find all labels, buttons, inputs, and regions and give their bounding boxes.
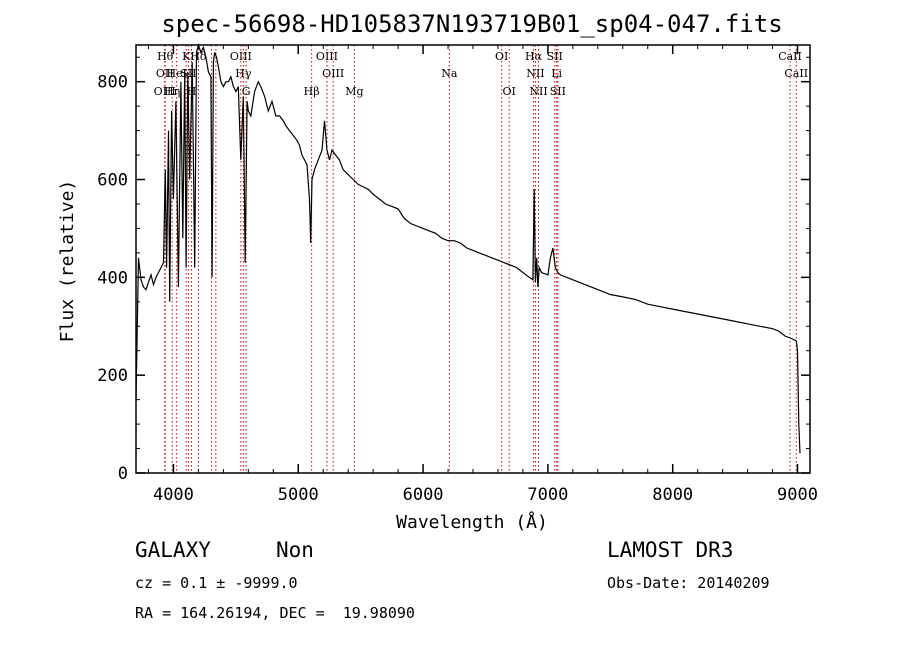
line-label-4-0: K xyxy=(182,50,191,63)
x-tick-label-4000: 4000 xyxy=(153,485,194,505)
redshift-readout: cz = 0.1 ± -9999.0 xyxy=(135,574,298,592)
line-label-15-0: OIII xyxy=(322,67,344,80)
line-label-24-0: Li xyxy=(551,67,562,80)
x-tick-label-5000: 5000 xyxy=(278,485,319,505)
line-label-11-0: Hγ xyxy=(235,67,252,80)
line-label-25-0: SII xyxy=(550,85,566,98)
y-tick-label-0: 0 xyxy=(118,464,128,484)
y-tick-label-200: 200 xyxy=(97,366,128,386)
line-label-19-0: OI xyxy=(503,85,516,98)
y-tick-label-800: 800 xyxy=(97,73,128,93)
observation-date: Obs-Date: 20140209 xyxy=(607,574,770,592)
line-label-17-0: Na xyxy=(441,67,458,80)
line-label-22-0: NII xyxy=(529,85,547,98)
object-subclass: Non xyxy=(276,538,314,562)
x-tick-label-8000: 8000 xyxy=(652,485,693,505)
x-tick-label-9000: 9000 xyxy=(777,485,818,505)
emission-line-markers xyxy=(164,45,797,473)
line-label-27-0: CaII xyxy=(784,67,808,80)
line-label-16-0: Mg xyxy=(345,85,363,98)
y-tick-label-400: 400 xyxy=(97,268,128,288)
chart-title: spec-56698-HD105837N193719B01_sp04-047.f… xyxy=(161,10,782,38)
line-label-13-0: Hβ xyxy=(304,85,320,98)
spectrum-line xyxy=(135,42,801,454)
line-label-10-0: OIII xyxy=(230,50,252,63)
line-label-23-0: SII xyxy=(547,50,563,63)
plot-frame xyxy=(135,44,811,474)
x-axis-label: Wavelength (Å) xyxy=(396,511,548,533)
y-axis-label: Flux (relative) xyxy=(57,180,78,343)
survey-name: LAMOST DR3 xyxy=(607,538,734,562)
x-tick-label-6000: 6000 xyxy=(403,485,444,505)
line-label-7-0: Hδ xyxy=(190,50,207,63)
object-class: GALAXY xyxy=(135,538,211,562)
line-label-1-1: OIII xyxy=(154,85,176,98)
line-label-12-0: G xyxy=(242,85,251,98)
y-tick-label-600: 600 xyxy=(97,171,128,191)
line-label-1-0: OII xyxy=(156,67,174,80)
line-label-0-0: Hθ xyxy=(157,50,174,63)
line-label-26-0: CaII xyxy=(778,50,802,63)
line-label-2-0: Hη xyxy=(164,85,180,98)
line-label-20-0: Hα xyxy=(525,50,543,63)
line-label-3-0: HeI xyxy=(166,67,186,80)
line-label-21-0: NII xyxy=(526,67,544,80)
line-label-18-0: OI xyxy=(495,50,508,63)
coordinates-readout: RA = 164.26194, DEC = 19.98090 xyxy=(135,604,415,622)
y-axis: 0 200 400 600 800 xyxy=(97,56,810,484)
x-tick-label-7000: 7000 xyxy=(527,485,568,505)
line-label-14-0: OIII xyxy=(316,50,338,63)
x-axis: 4000 5000 6000 7000 8000 9000 xyxy=(147,45,818,505)
